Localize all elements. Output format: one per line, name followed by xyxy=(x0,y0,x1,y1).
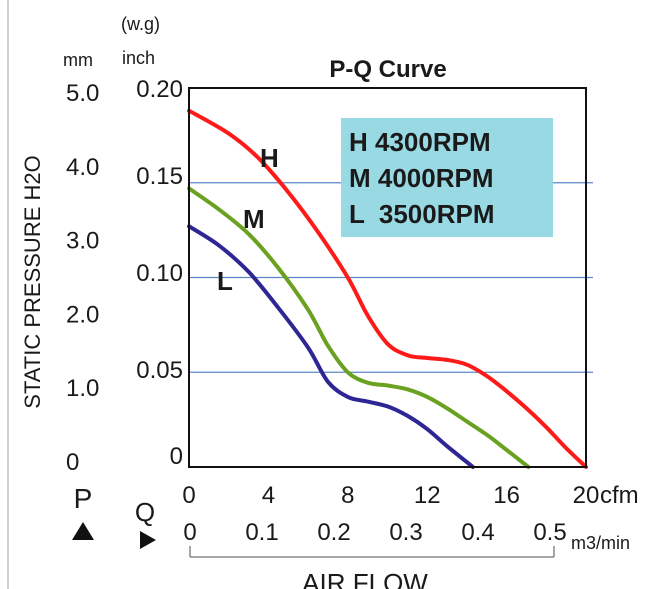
x-tick-cfm: 8 xyxy=(341,482,354,509)
x-tick-m3: 0.3 xyxy=(389,519,422,546)
curve-l xyxy=(187,224,475,469)
y-tick-inch: 0.15 xyxy=(136,163,183,190)
p-label: P xyxy=(74,483,93,514)
plot-frame xyxy=(188,87,587,468)
x-axis-title: AIR FLOW xyxy=(302,568,428,589)
y-tick-mm: 5.0 xyxy=(66,80,99,107)
curve-label-l: L xyxy=(217,266,233,296)
legend: H 4300RPM M 4000RPM L 3500RPM xyxy=(341,118,553,237)
y-tick-inch: 0.10 xyxy=(136,260,183,287)
y-tick-inch: 0.05 xyxy=(136,357,183,384)
y-tick-mm: 2.0 xyxy=(66,301,99,328)
curve-m xyxy=(187,186,531,469)
x-tick-cfm: 0 xyxy=(182,482,195,509)
x-tick-m3: 0.2 xyxy=(317,519,350,546)
chart-title: P-Q Curve xyxy=(329,56,446,83)
legend-entry-m: M 4000RPM xyxy=(349,163,494,193)
y-unit-inch: inch xyxy=(122,48,155,68)
x-unit-cfm: cfm xyxy=(600,482,639,509)
x-tick-m3: 0.4 xyxy=(461,519,494,546)
y-tick-mm: 0 xyxy=(66,449,79,476)
q-arrow-icon xyxy=(140,531,156,549)
curve-label-m: M xyxy=(243,204,265,234)
p-arrow-icon xyxy=(72,522,94,540)
y-tick-mm: 4.0 xyxy=(66,154,99,181)
x-unit-m3: m3/min xyxy=(571,533,630,553)
x-tick-m3: 0 xyxy=(183,519,196,546)
x-tick-cfm: 12 xyxy=(414,482,441,509)
legend-entry-h: H 4300RPM xyxy=(349,127,491,157)
y-axis-title: STATIC PRESSURE H2O xyxy=(20,155,45,408)
y-unit-mm: mm xyxy=(63,50,93,70)
q-label: Q xyxy=(135,497,155,527)
curve-label-h: H xyxy=(260,143,279,173)
x-axis-bracket xyxy=(189,546,555,558)
legend-entry-l: L 3500RPM xyxy=(349,199,494,229)
y-tick-mm: 3.0 xyxy=(66,228,99,255)
y-tick-inch: 0.20 xyxy=(136,76,183,103)
y-tick-mm: 1.0 xyxy=(66,375,99,402)
x-tick-m3: 0.1 xyxy=(245,519,278,546)
x-tick-cfm: 16 xyxy=(493,482,520,509)
y-unit-wg: (w.g) xyxy=(121,14,160,34)
y-tick-inch: 0 xyxy=(170,443,183,470)
x-tick-m3: 0.5 xyxy=(533,519,566,546)
x-tick-cfm: 20 xyxy=(573,482,600,509)
curve-h xyxy=(187,108,588,469)
legend-box xyxy=(341,118,553,237)
x-tick-cfm: 4 xyxy=(262,482,275,509)
